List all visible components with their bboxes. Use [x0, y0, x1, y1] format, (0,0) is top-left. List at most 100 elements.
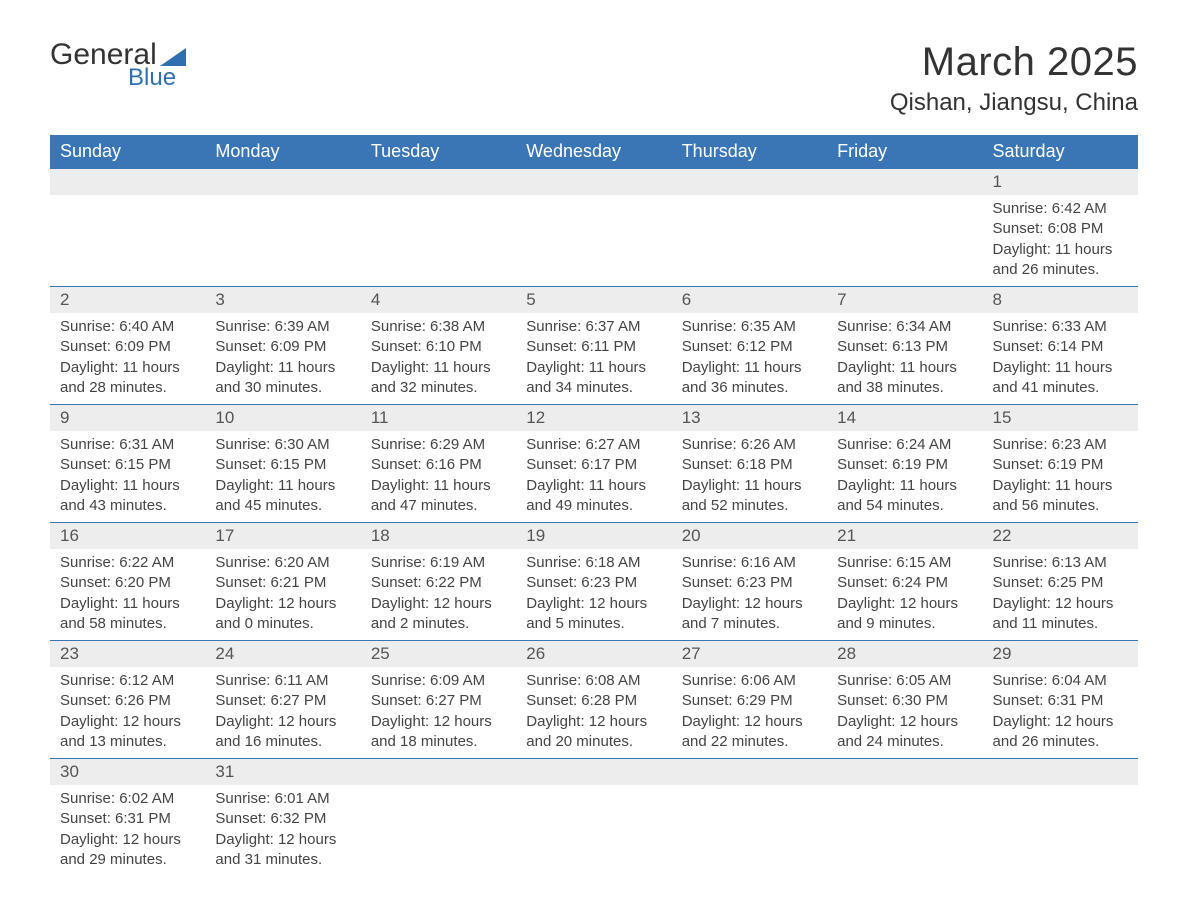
sunrise-text: Sunrise: 6:39 AM [215, 317, 350, 337]
sunrise-text: Sunrise: 6:18 AM [526, 553, 661, 573]
daylight-text: Daylight: 11 hours and 34 minutes. [526, 358, 661, 399]
daylight-text: Daylight: 11 hours and 56 minutes. [993, 476, 1128, 517]
day-number-cell: 26 [516, 641, 671, 668]
day-number: 31 [215, 762, 234, 781]
day-number-cell [827, 169, 982, 196]
day-number-cell: 15 [983, 405, 1138, 432]
day-number: 1 [993, 172, 1002, 191]
sunrise-text: Sunrise: 6:11 AM [215, 671, 350, 691]
sunrise-text: Sunrise: 6:27 AM [526, 435, 661, 455]
sunset-text: Sunset: 6:12 PM [682, 337, 817, 357]
day-number: 12 [526, 408, 545, 427]
day-number-cell: 13 [672, 405, 827, 432]
daylight-text: Daylight: 12 hours and 7 minutes. [682, 594, 817, 635]
daylight-text: Daylight: 11 hours and 43 minutes. [60, 476, 195, 517]
day-info-cell [827, 785, 982, 876]
daylight-text: Daylight: 12 hours and 9 minutes. [837, 594, 972, 635]
daylight-text: Daylight: 11 hours and 28 minutes. [60, 358, 195, 399]
sunset-text: Sunset: 6:26 PM [60, 691, 195, 711]
day-header: Saturday [983, 135, 1138, 169]
sunrise-text: Sunrise: 6:29 AM [371, 435, 506, 455]
day-number-cell: 14 [827, 405, 982, 432]
day-number-cell: 20 [672, 523, 827, 550]
info-row: Sunrise: 6:12 AMSunset: 6:26 PM Daylight:… [50, 667, 1138, 759]
sunset-text: Sunset: 6:27 PM [371, 691, 506, 711]
sunset-text: Sunset: 6:31 PM [993, 691, 1128, 711]
sunset-text: Sunset: 6:10 PM [371, 337, 506, 357]
sunrise-text: Sunrise: 6:23 AM [993, 435, 1128, 455]
day-number-cell: 11 [361, 405, 516, 432]
day-info-cell: Sunrise: 6:31 AMSunset: 6:15 PMDaylight:… [50, 431, 205, 523]
day-number: 28 [837, 644, 856, 663]
daylight-text: Daylight: 12 hours and 20 minutes. [526, 712, 661, 753]
day-info-cell: Sunrise: 6:22 AMSunset: 6:20 PMDaylight:… [50, 549, 205, 641]
sunrise-text: Sunrise: 6:40 AM [60, 317, 195, 337]
day-info-cell: Sunrise: 6:33 AMSunset: 6:14 PMDaylight:… [983, 313, 1138, 405]
day-info-cell: Sunrise: 6:02 AMSunset: 6:31 PMDaylight:… [50, 785, 205, 876]
day-number: 20 [682, 526, 701, 545]
sunset-text: Sunset: 6:30 PM [837, 691, 972, 711]
sunrise-text: Sunrise: 6:34 AM [837, 317, 972, 337]
day-info-cell: Sunrise: 6:01 AMSunset: 6:32 PMDaylight:… [205, 785, 360, 876]
day-number-cell: 17 [205, 523, 360, 550]
day-number-cell: 28 [827, 641, 982, 668]
day-info-cell [516, 195, 671, 287]
day-number: 5 [526, 290, 535, 309]
day-info-cell: Sunrise: 6:27 AMSunset: 6:17 PMDaylight:… [516, 431, 671, 523]
day-number: 15 [993, 408, 1012, 427]
day-number-cell [361, 169, 516, 196]
day-number-cell: 21 [827, 523, 982, 550]
day-info-cell: Sunrise: 6:13 AMSunset: 6:25 PMDaylight:… [983, 549, 1138, 641]
sunrise-text: Sunrise: 6:35 AM [682, 317, 817, 337]
day-info-cell [983, 785, 1138, 876]
day-info-cell: Sunrise: 6:08 AMSunset: 6:28 PMDaylight:… [516, 667, 671, 759]
day-number: 2 [60, 290, 69, 309]
sunset-text: Sunset: 6:27 PM [215, 691, 350, 711]
day-number: 16 [60, 526, 79, 545]
day-info-cell [516, 785, 671, 876]
day-info-cell: Sunrise: 6:15 AMSunset: 6:24 PMDaylight:… [827, 549, 982, 641]
day-info-cell: Sunrise: 6:26 AMSunset: 6:18 PMDaylight:… [672, 431, 827, 523]
day-number-cell: 22 [983, 523, 1138, 550]
sunset-text: Sunset: 6:21 PM [215, 573, 350, 593]
day-number: 25 [371, 644, 390, 663]
sunrise-text: Sunrise: 6:09 AM [371, 671, 506, 691]
day-number-cell [516, 759, 671, 786]
day-header: Sunday [50, 135, 205, 169]
sunrise-text: Sunrise: 6:15 AM [837, 553, 972, 573]
sunset-text: Sunset: 6:23 PM [526, 573, 661, 593]
day-number-cell: 10 [205, 405, 360, 432]
day-number: 29 [993, 644, 1012, 663]
sunrise-text: Sunrise: 6:42 AM [993, 199, 1128, 219]
info-row: Sunrise: 6:02 AMSunset: 6:31 PMDaylight:… [50, 785, 1138, 876]
sunrise-text: Sunrise: 6:12 AM [60, 671, 195, 691]
daylight-text: Daylight: 11 hours and 36 minutes. [682, 358, 817, 399]
sunrise-text: Sunrise: 6:33 AM [993, 317, 1128, 337]
day-number: 7 [837, 290, 846, 309]
day-number-cell: 19 [516, 523, 671, 550]
daylight-text: Daylight: 11 hours and 45 minutes. [215, 476, 350, 517]
day-header: Thursday [672, 135, 827, 169]
day-info-cell: Sunrise: 6:30 AMSunset: 6:15 PMDaylight:… [205, 431, 360, 523]
sunset-text: Sunset: 6:08 PM [993, 219, 1128, 239]
daylight-text: Daylight: 12 hours and 0 minutes. [215, 594, 350, 635]
day-info-cell [205, 195, 360, 287]
day-number-cell [827, 759, 982, 786]
day-number: 30 [60, 762, 79, 781]
sunset-text: Sunset: 6:32 PM [215, 809, 350, 829]
location-label: Qishan, Jiangsu, China [890, 89, 1138, 117]
day-info-cell: Sunrise: 6:24 AMSunset: 6:19 PMDaylight:… [827, 431, 982, 523]
sunrise-text: Sunrise: 6:38 AM [371, 317, 506, 337]
day-number-cell: 18 [361, 523, 516, 550]
day-number-cell: 4 [361, 287, 516, 314]
day-number: 21 [837, 526, 856, 545]
day-number-cell [361, 759, 516, 786]
sunrise-text: Sunrise: 6:37 AM [526, 317, 661, 337]
info-row: Sunrise: 6:42 AMSunset: 6:08 PMDaylight:… [50, 195, 1138, 287]
logo-text-blue: Blue [128, 66, 186, 90]
day-number: 26 [526, 644, 545, 663]
sunset-text: Sunset: 6:19 PM [837, 455, 972, 475]
day-number-cell: 6 [672, 287, 827, 314]
sunrise-text: Sunrise: 6:31 AM [60, 435, 195, 455]
sunset-text: Sunset: 6:29 PM [682, 691, 817, 711]
